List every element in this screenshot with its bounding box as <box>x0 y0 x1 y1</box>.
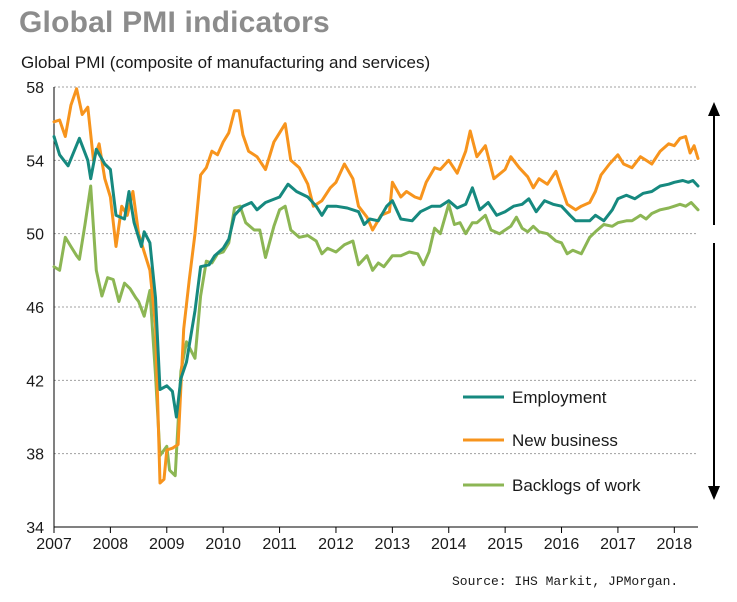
chart-subtitle: Global PMI (composite of manufacturing a… <box>21 53 431 72</box>
chart-title: Global PMI indicators <box>19 6 330 39</box>
y-tick-label: 42 <box>26 373 44 390</box>
legend-label: New business <box>512 431 618 450</box>
x-tick-label: 2007 <box>36 536 72 553</box>
direction-arrows <box>708 102 720 500</box>
source-note: Source: IHS Markit, JPMorgan. <box>452 574 679 589</box>
x-tick-label: 2009 <box>149 536 185 553</box>
series-lines <box>52 87 700 485</box>
y-tick-label: 38 <box>26 447 44 464</box>
y-tick-label: 58 <box>26 80 44 97</box>
axes: 34 38 42 46 50 54 58 2007 2008 2009 2010 2011 2012 20… <box>26 80 698 553</box>
x-tick-label: 2011 <box>262 536 297 553</box>
down-arrow-icon <box>708 486 720 500</box>
x-tick-label: 2017 <box>600 536 636 553</box>
legend-label: Employment <box>512 388 607 407</box>
x-tick-label: 2013 <box>375 536 411 553</box>
x-tick-label: 2010 <box>205 536 241 553</box>
x-tick-label: 2018 <box>657 536 693 553</box>
legend: Employment New business Backlogs of work <box>463 388 641 495</box>
x-tick-label: 2008 <box>93 536 129 553</box>
up-arrow-icon <box>708 102 720 116</box>
y-tick-label: 46 <box>26 300 44 317</box>
y-tick-label: 50 <box>26 227 44 244</box>
series-line-employment <box>52 135 700 419</box>
series-line-new-business <box>52 87 700 485</box>
x-tick-label: 2014 <box>431 536 467 553</box>
x-tick-label: 2012 <box>318 536 354 553</box>
y-tick-label: 34 <box>26 520 44 537</box>
x-tick-label: 2016 <box>544 536 580 553</box>
x-tick-label: 2015 <box>487 536 523 553</box>
gridlines <box>54 86 698 455</box>
series-line-backlogs-of-work <box>52 184 700 478</box>
y-tick-label: 54 <box>26 153 44 170</box>
legend-label: Backlogs of work <box>512 476 641 495</box>
